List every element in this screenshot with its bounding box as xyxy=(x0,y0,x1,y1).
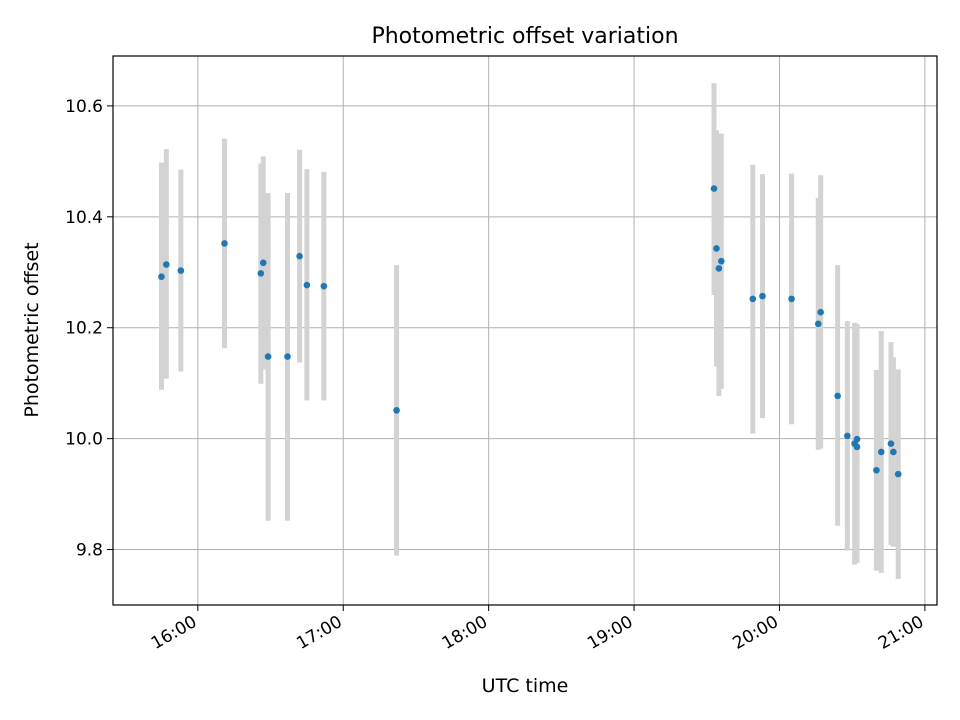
data-point xyxy=(844,432,851,440)
data-point xyxy=(303,281,311,289)
y-tick-label: 10.6 xyxy=(65,97,103,117)
y-tick-label: 10.0 xyxy=(65,430,103,450)
y-tick-label: 10.2 xyxy=(65,319,103,339)
data-point xyxy=(853,443,861,451)
data-point xyxy=(158,273,165,281)
data-point xyxy=(853,435,861,443)
data-point xyxy=(894,470,902,478)
plot-frame xyxy=(112,55,938,606)
data-point xyxy=(257,270,265,277)
data-point xyxy=(834,392,841,400)
data-point xyxy=(259,259,267,267)
data-point xyxy=(393,407,400,414)
data-point xyxy=(177,267,185,274)
data-point xyxy=(814,320,822,328)
data-point xyxy=(264,353,272,360)
data-point xyxy=(163,261,170,268)
data-point xyxy=(221,240,228,247)
data-point xyxy=(887,440,895,447)
y-axis-label: Photometric offset xyxy=(21,242,43,417)
y-tick-label: 9.8 xyxy=(76,541,103,561)
chart-title: Photometric offset variation xyxy=(371,24,678,49)
data-point xyxy=(296,252,303,260)
data-point xyxy=(320,282,328,290)
grid xyxy=(113,56,937,605)
data-point xyxy=(788,295,795,303)
data-point xyxy=(718,257,725,265)
data-point xyxy=(873,466,880,474)
x-axis-label: UTC time xyxy=(482,675,569,697)
data-point xyxy=(715,265,723,272)
data-point xyxy=(284,353,291,360)
data-points xyxy=(158,185,902,478)
data-point xyxy=(817,308,824,316)
data-point xyxy=(877,448,885,456)
data-point xyxy=(759,292,766,300)
data-point xyxy=(710,185,718,192)
y-tick-label: 10.4 xyxy=(65,208,103,228)
data-point xyxy=(890,448,897,456)
data-point xyxy=(749,295,757,303)
data-point xyxy=(713,245,720,252)
